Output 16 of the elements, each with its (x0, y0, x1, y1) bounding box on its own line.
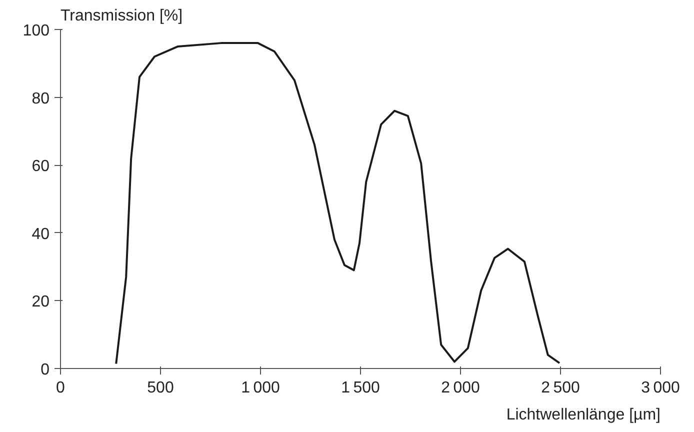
y-tick-label: 20 (32, 294, 50, 311)
x-tick-label: 3 000 (641, 380, 680, 396)
x-axis-title: Lichtwellenlänge [µm] (506, 406, 660, 424)
x-tick-label: 2 000 (441, 380, 480, 396)
x-tick-label: 1 500 (341, 380, 380, 396)
y-tick-label: 60 (32, 158, 50, 176)
line-series (115, 42, 560, 365)
x-tick-label: 0 (56, 380, 66, 396)
x-tick-label: 1 000 (241, 380, 280, 396)
y-tick-label: 40 (32, 226, 50, 243)
x-tick-label: 500 (147, 380, 174, 396)
x-tick-label: 2 500 (541, 380, 580, 396)
y-tick-label: 100 (22, 22, 50, 40)
y-tick-label: 0 (40, 362, 50, 378)
y-axis-title: Transmission [%] (60, 8, 183, 24)
y-tick-label: 80 (32, 90, 50, 108)
